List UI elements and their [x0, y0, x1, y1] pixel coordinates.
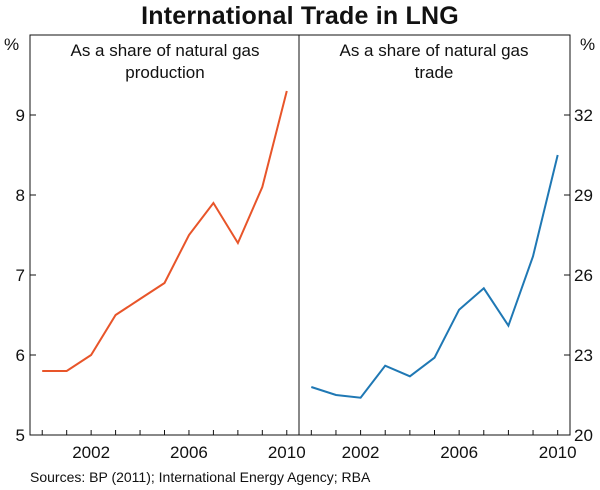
- y-unit-left: %: [4, 35, 19, 54]
- panel-title-production-line1: As a share of natural gas: [70, 41, 259, 60]
- y-tick-label-right: 32: [574, 106, 593, 125]
- y-tick-label-left: 9: [16, 106, 25, 125]
- panel-trade: As a share of natural gas trade % 20 23 26…: [310, 35, 595, 462]
- x-tick-label-trade: 2002: [342, 443, 380, 462]
- x-tick-label-production: 2010: [268, 443, 306, 462]
- panel-title-trade-line1: As a share of natural gas: [339, 41, 528, 60]
- x-tick-label-production: 2002: [72, 443, 110, 462]
- chart-frame: [29, 34, 571, 436]
- y-tick-label-left: 8: [16, 186, 25, 205]
- chart-title: International Trade in LNG: [141, 2, 459, 30]
- series-line-trade: [310, 154, 559, 399]
- source-note: Sources: BP (2011); International Energy…: [30, 469, 371, 485]
- y-tick-label-right: 29: [574, 186, 593, 205]
- y-unit-right: %: [580, 35, 595, 54]
- series-line-production: [42, 90, 288, 372]
- y-tick-label-left: 6: [16, 346, 25, 365]
- panel-title-production-line2: production: [125, 63, 204, 82]
- panel-production: As a share of natural gas production % 5…: [4, 35, 306, 462]
- plot-border: [29, 34, 571, 436]
- panel-title-trade-line2: trade: [415, 63, 454, 82]
- y-tick-label-right: 23: [574, 346, 593, 365]
- x-tick-label-trade: 2010: [539, 443, 577, 462]
- y-tick-label-left: 5: [16, 426, 25, 445]
- x-tick-label-trade: 2006: [440, 443, 478, 462]
- y-tick-label-right: 26: [574, 266, 593, 285]
- y-tick-label-right: 20: [574, 426, 593, 445]
- y-tick-label-left: 7: [16, 266, 25, 285]
- x-tick-label-production: 2006: [170, 443, 208, 462]
